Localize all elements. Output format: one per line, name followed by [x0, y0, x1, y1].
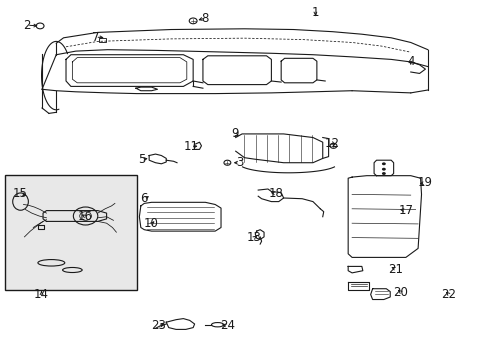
Text: 16: 16 — [78, 210, 93, 223]
Text: 6: 6 — [140, 192, 148, 205]
Circle shape — [381, 172, 385, 175]
Text: 15: 15 — [13, 187, 28, 200]
Text: 13: 13 — [246, 231, 261, 244]
Text: 1: 1 — [311, 6, 319, 19]
Text: 2: 2 — [23, 19, 31, 32]
Text: 3: 3 — [235, 156, 243, 169]
Text: 9: 9 — [230, 127, 238, 140]
Text: 8: 8 — [201, 12, 209, 24]
Text: 17: 17 — [398, 204, 412, 217]
Text: 5: 5 — [138, 153, 145, 166]
Text: 7: 7 — [91, 31, 99, 44]
Text: 21: 21 — [388, 263, 403, 276]
Text: 19: 19 — [417, 176, 432, 189]
Text: 20: 20 — [393, 286, 407, 299]
Text: 14: 14 — [34, 288, 49, 301]
Text: 4: 4 — [406, 55, 414, 68]
Text: 18: 18 — [268, 187, 283, 200]
Bar — [99, 38, 105, 42]
Circle shape — [381, 162, 385, 165]
Text: 23: 23 — [151, 319, 166, 332]
Text: 10: 10 — [144, 217, 159, 230]
Text: 22: 22 — [441, 288, 455, 301]
Text: 11: 11 — [183, 140, 198, 153]
Text: 24: 24 — [220, 319, 234, 332]
Text: 12: 12 — [325, 137, 339, 150]
Bar — [5, 175, 137, 290]
Circle shape — [381, 168, 385, 171]
